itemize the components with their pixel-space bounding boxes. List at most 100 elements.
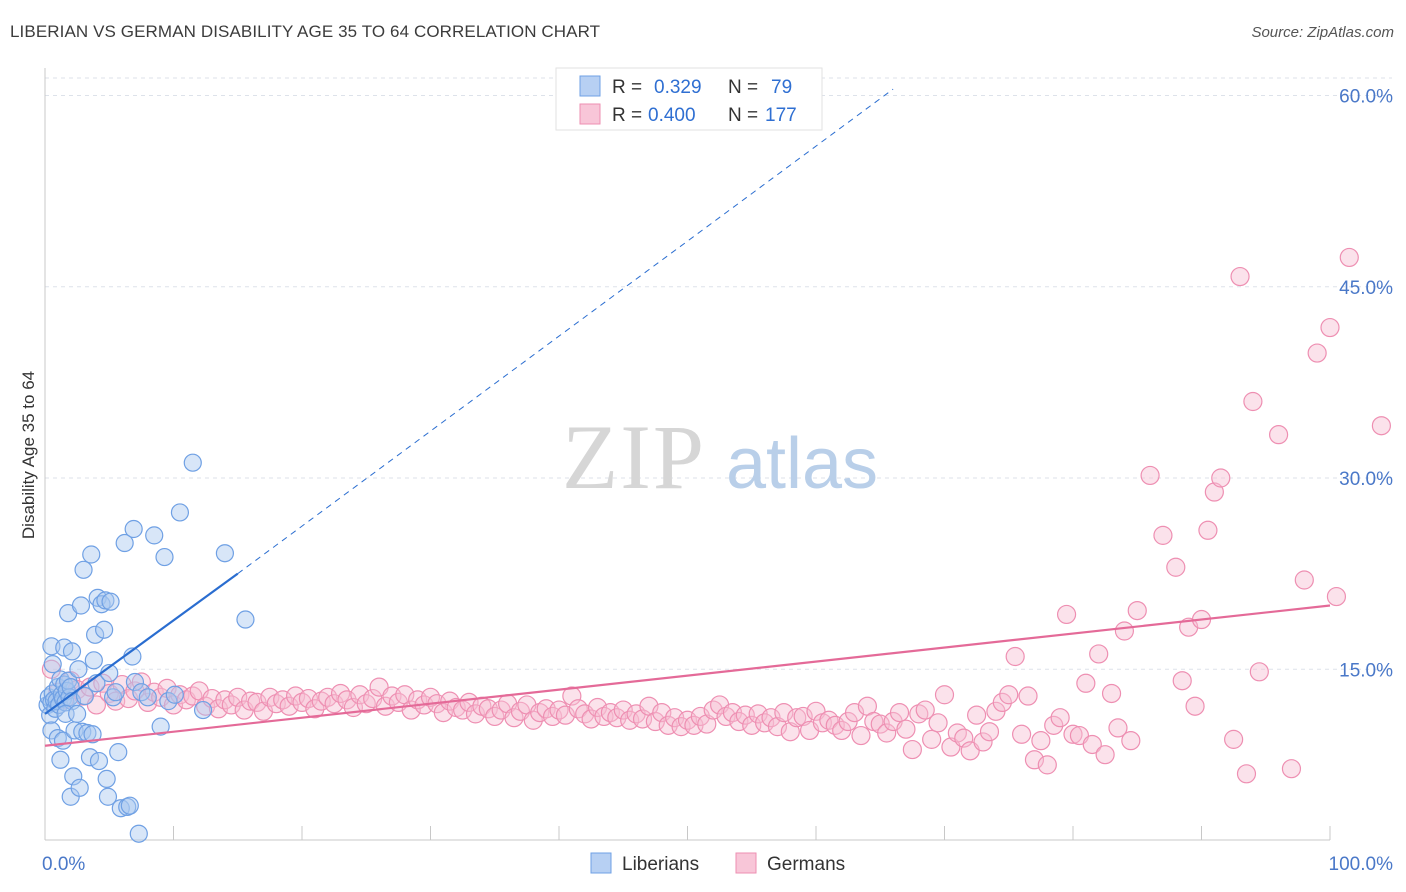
germans-point (1243, 391, 1263, 412)
axes (44, 68, 1331, 841)
germans-points (41, 247, 1392, 784)
bottom-legend-germans: Germans (767, 854, 845, 875)
germans-point (1320, 317, 1340, 338)
germans-point (774, 702, 794, 723)
bottom-legend-swatch-liberians (590, 852, 612, 874)
x-tick-label-1: 100.0% (1329, 854, 1394, 875)
legend-n-value-2: 177 (765, 105, 797, 126)
germans-point (337, 690, 357, 710)
liberians-point (69, 660, 88, 679)
germans-trend-line (44, 604, 1331, 747)
y-tick-labels: 15.0% 30.0% 45.0% 60.0% (1339, 87, 1393, 682)
legend-n-label-2: N = (728, 105, 758, 126)
germans-point (1101, 683, 1122, 704)
germans-point (465, 704, 486, 724)
germans-point (754, 713, 775, 733)
y-tick-label-1: 30.0% (1339, 469, 1393, 490)
liberians-point (138, 688, 157, 707)
liberians-point (97, 769, 116, 789)
legend-r-label-2: R = (612, 105, 642, 126)
germans-point (1031, 731, 1051, 751)
liberians-point (170, 503, 190, 522)
germans-point (1268, 425, 1289, 445)
liberians-point (89, 751, 109, 771)
liberians-trend-line (44, 572, 239, 715)
liberians-point (75, 686, 94, 706)
germans-point (902, 739, 922, 760)
liberians-point (48, 728, 67, 748)
liberians-point (109, 743, 128, 762)
liberians-point (120, 796, 139, 815)
liberians-point (43, 655, 62, 674)
germans-point (1224, 729, 1244, 749)
germans-point (967, 705, 987, 725)
germans-point (934, 685, 955, 705)
germans-point (851, 725, 871, 746)
legend-bottom: Liberians Germans (590, 852, 845, 875)
liberians-point (98, 787, 118, 806)
legend-r-label-1: R = (612, 77, 642, 98)
grid-lines (45, 77, 1392, 670)
germans-point (1024, 750, 1045, 770)
germans-point (241, 691, 261, 711)
liberians-point (68, 704, 87, 723)
germans-point (780, 722, 800, 742)
watermark: ZIP atlas (562, 406, 878, 508)
germans-point (375, 696, 396, 716)
legend-swatch-germans (579, 103, 601, 125)
liberians-point (80, 748, 100, 767)
germans-point (1050, 708, 1070, 728)
germans-point (877, 723, 897, 743)
germans-point (928, 713, 948, 733)
germans-point (697, 714, 717, 734)
germans-point (825, 715, 845, 735)
germans-point (324, 694, 344, 714)
germans-point (138, 692, 158, 713)
liberians-point (193, 700, 213, 720)
germans-point (1281, 759, 1302, 779)
germans-point (1153, 525, 1173, 545)
liberians-point (115, 533, 134, 553)
bottom-legend-liberians: Liberians (622, 854, 699, 875)
germans-point (1063, 724, 1083, 744)
germans-point (992, 692, 1012, 713)
germans-point (896, 719, 916, 739)
germans-point (613, 700, 633, 720)
germans-point (1114, 621, 1135, 641)
liberians-point (71, 596, 91, 615)
liberians-point (70, 778, 89, 797)
germans-point (889, 702, 910, 723)
germans-point (549, 700, 569, 720)
germans-point (1044, 715, 1064, 735)
germans-point (93, 673, 113, 693)
germans-point (221, 695, 241, 715)
y-tick-label-2: 45.0% (1339, 278, 1393, 299)
germans-point (1056, 604, 1077, 625)
liberians-point (42, 637, 61, 656)
liberians-point (106, 683, 125, 702)
source-label: Source: ZipAtlas.com (1251, 24, 1394, 41)
germans-point (1185, 696, 1205, 716)
liberians-point (236, 610, 255, 629)
liberians-point (129, 824, 148, 843)
liberians-point (104, 688, 123, 707)
germans-point (1230, 266, 1250, 287)
legend-n-value-1: 79 (771, 77, 792, 98)
liberians-point (151, 717, 170, 736)
liberians-point (83, 725, 102, 744)
germans-point (1037, 755, 1057, 775)
germans-point (356, 694, 376, 714)
liberians-point (101, 592, 120, 611)
germans-point (973, 732, 993, 752)
legend-r-value-1: 0.329 (654, 77, 702, 98)
legend-top: R = 0.329 N = 79 R = 0.400 N = 177 (555, 67, 823, 131)
germans-point (1294, 570, 1314, 590)
germans-point (1127, 600, 1147, 621)
liberians-point (95, 620, 114, 639)
germans-point (767, 717, 788, 737)
liberians-point (82, 545, 101, 564)
liberians-point (145, 526, 164, 545)
liberians-point (51, 750, 70, 769)
trend-lines (44, 88, 1331, 747)
liberians-point (183, 453, 202, 472)
